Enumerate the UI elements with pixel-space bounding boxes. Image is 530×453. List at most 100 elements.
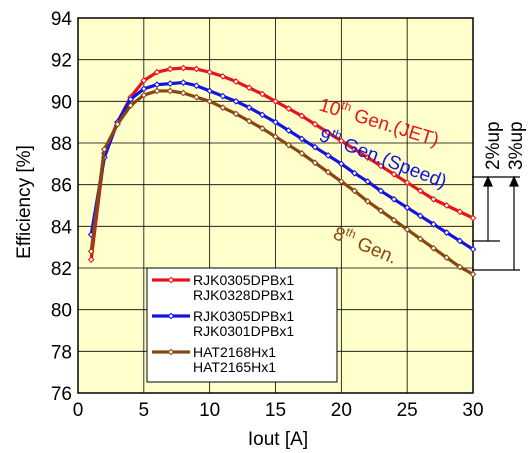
series-3-point bbox=[206, 97, 214, 105]
x-tick-label-25: 25 bbox=[397, 400, 418, 421]
series-3-point bbox=[245, 117, 253, 125]
series-1-point bbox=[351, 145, 358, 153]
series-1-point bbox=[390, 170, 398, 178]
y-tick-label-92: 92 bbox=[51, 51, 72, 72]
series-1-point bbox=[403, 179, 411, 186]
series-2-point bbox=[272, 118, 279, 126]
series-2-point bbox=[206, 87, 214, 95]
series-2-point bbox=[443, 229, 451, 236]
series-group bbox=[87, 64, 477, 278]
series-3-point bbox=[179, 89, 187, 97]
series-3-point bbox=[193, 93, 200, 101]
series-3-point bbox=[430, 244, 437, 252]
series-2-point bbox=[153, 81, 161, 89]
series-3-point bbox=[153, 87, 161, 95]
annotation-gen10-sup: th bbox=[340, 98, 354, 114]
series-1-point bbox=[469, 214, 477, 222]
x-tick-label-20: 20 bbox=[331, 400, 352, 421]
series-1-point bbox=[456, 208, 464, 216]
series-1-point bbox=[206, 68, 214, 76]
series-3-point bbox=[443, 254, 451, 261]
series-3-point bbox=[416, 235, 424, 243]
series-2-point bbox=[337, 160, 345, 168]
series-2-point bbox=[219, 92, 227, 100]
series-3-point bbox=[272, 133, 279, 141]
series-1-point bbox=[87, 256, 95, 264]
y-tick-label-84: 84 bbox=[51, 217, 73, 238]
series-1-point bbox=[258, 90, 266, 98]
series-3-point bbox=[337, 178, 345, 185]
series-2-point bbox=[456, 237, 464, 245]
series-1-point bbox=[443, 202, 451, 209]
series-1-point bbox=[140, 77, 148, 84]
legend-label-2-line2: RJK0301DPBx1 bbox=[193, 323, 294, 339]
series-2-point bbox=[351, 169, 358, 177]
series-1-point bbox=[364, 154, 372, 161]
series-3-point bbox=[390, 216, 398, 224]
y-tick-label-90: 90 bbox=[51, 92, 72, 113]
series-3-point bbox=[403, 226, 411, 233]
series-2-point bbox=[390, 195, 398, 203]
series-3-point bbox=[166, 87, 174, 95]
series-2-point bbox=[324, 152, 332, 159]
legend-label-2-line1: RJK0305DPBx1 bbox=[193, 308, 294, 324]
series-3-point bbox=[127, 102, 135, 109]
series-1-point bbox=[285, 105, 293, 113]
annotation-2pct-up: 2%up bbox=[483, 121, 504, 170]
series-2-point bbox=[469, 245, 477, 253]
series-1-point bbox=[430, 195, 437, 203]
series-3-point bbox=[324, 168, 332, 176]
series-1-point bbox=[324, 129, 332, 136]
series-3 bbox=[87, 87, 477, 278]
x-tick-label-5: 5 bbox=[139, 400, 150, 421]
series-2-point bbox=[245, 104, 253, 111]
series-2-point bbox=[140, 85, 148, 93]
series-1-point bbox=[179, 64, 187, 72]
series-3-point bbox=[219, 104, 227, 111]
x-tick-label-0: 0 bbox=[73, 400, 84, 421]
series-3-point bbox=[469, 270, 477, 278]
x-tick-labels: 0 5 10 15 20 25 30 bbox=[73, 400, 484, 421]
y-tick-label-78: 78 bbox=[51, 342, 72, 363]
legend-marker-3 bbox=[167, 348, 175, 356]
marker-2pct-arrowhead bbox=[483, 175, 493, 187]
y-tick-label-76: 76 bbox=[51, 384, 72, 405]
series-3-point bbox=[258, 125, 266, 132]
series-1-point bbox=[377, 162, 385, 170]
series-2-point bbox=[403, 204, 411, 211]
x-tick-label-30: 30 bbox=[462, 400, 483, 421]
series-3-point bbox=[285, 141, 293, 149]
series-2-point bbox=[430, 220, 437, 228]
series-2-point bbox=[416, 212, 424, 220]
series-1-point bbox=[272, 97, 279, 105]
series-2-point bbox=[127, 95, 135, 103]
series-2-point bbox=[258, 111, 266, 119]
y-tick-label-82: 82 bbox=[51, 259, 72, 280]
legend-label-1-line2: RJK0328DPBx1 bbox=[193, 287, 294, 303]
series-3-point bbox=[298, 150, 306, 157]
annotation-gen9-sup: th bbox=[330, 126, 344, 143]
y-tick-label-94: 94 bbox=[51, 9, 73, 30]
series-3-point bbox=[100, 145, 108, 153]
series-3-point bbox=[140, 91, 148, 99]
series-1-point bbox=[298, 112, 306, 120]
series-3-point bbox=[377, 207, 385, 215]
x-axis-title: Iout [A] bbox=[248, 429, 308, 450]
marker-3pct-arrowhead bbox=[509, 175, 519, 187]
series-3-point bbox=[232, 110, 240, 118]
series-2-point bbox=[298, 135, 306, 143]
y-tick-label-80: 80 bbox=[51, 301, 72, 322]
legend-label-3-line1: HAT2168Hx1 bbox=[193, 344, 276, 360]
series-1-point bbox=[311, 120, 319, 128]
series-2-point bbox=[285, 127, 293, 134]
series-3-point bbox=[364, 197, 372, 205]
y-tick-labels: 76 78 80 82 84 86 88 90 92 94 bbox=[51, 9, 73, 405]
series-1-point bbox=[337, 137, 345, 145]
series-1-point bbox=[245, 84, 253, 92]
y-axis-title: Efficiency [%] bbox=[14, 145, 35, 259]
series-2-point bbox=[166, 80, 174, 88]
annotation-3pct-up: 3%up bbox=[506, 121, 527, 170]
series-3-point bbox=[87, 247, 95, 255]
series-1-point bbox=[166, 65, 174, 73]
